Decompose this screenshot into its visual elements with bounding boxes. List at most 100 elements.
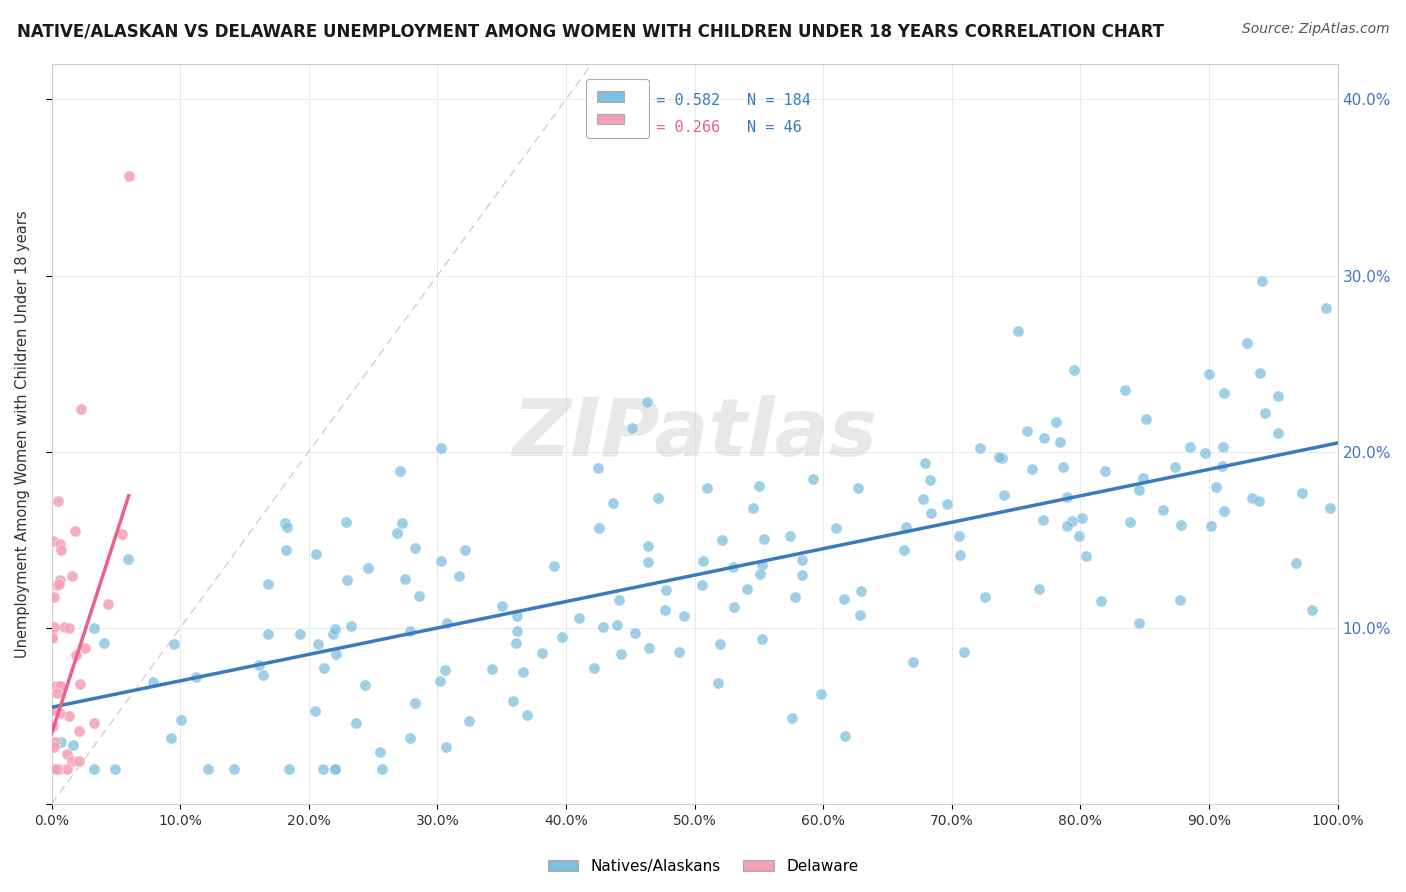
- Point: [1076, 549, 1098, 564]
- Point: [592, 620, 614, 634]
- Point: [408, 589, 430, 603]
- Point: [1254, 406, 1277, 420]
- Point: [389, 464, 412, 478]
- Point: [370, 762, 392, 776]
- Text: ZIPatlas: ZIPatlas: [512, 395, 877, 473]
- Point: [65, 648, 87, 663]
- Point: [111, 526, 134, 541]
- Point: [307, 637, 329, 651]
- Point: [1180, 441, 1202, 455]
- Point: [920, 473, 942, 487]
- Point: [1194, 446, 1216, 460]
- Point: [93, 636, 115, 650]
- Point: [1168, 593, 1191, 607]
- Point: [252, 667, 274, 681]
- Point: [247, 657, 270, 672]
- Point: [1291, 486, 1313, 500]
- Point: [749, 566, 772, 581]
- Point: [690, 577, 713, 591]
- Point: [49, 537, 72, 551]
- Point: [97, 597, 120, 611]
- Point: [1240, 491, 1263, 505]
- Point: [1267, 425, 1289, 440]
- Point: [53, 620, 76, 634]
- Point: [436, 616, 458, 631]
- Point: [449, 569, 471, 583]
- Point: [550, 630, 572, 644]
- Point: [637, 641, 659, 656]
- Point: [1267, 389, 1289, 403]
- Point: [42, 740, 65, 755]
- Point: [516, 707, 538, 722]
- Point: [849, 584, 872, 599]
- Text: N = 184: N = 184: [748, 93, 811, 108]
- Point: [825, 521, 848, 535]
- Point: [723, 600, 745, 615]
- Point: [257, 577, 280, 591]
- Point: [1164, 460, 1187, 475]
- Point: [636, 395, 658, 409]
- Point: [1032, 513, 1054, 527]
- Point: [48, 577, 70, 591]
- Point: [42, 590, 65, 604]
- Point: [588, 521, 610, 535]
- Point: [1212, 386, 1234, 401]
- Point: [948, 549, 970, 563]
- Point: [894, 520, 917, 534]
- Point: [340, 618, 363, 632]
- Point: [1135, 411, 1157, 425]
- Point: [914, 457, 936, 471]
- Point: [160, 731, 183, 746]
- Point: [118, 169, 141, 183]
- Point: [834, 729, 856, 743]
- Point: [752, 532, 775, 546]
- Point: [792, 568, 814, 582]
- Point: [709, 637, 731, 651]
- Point: [62, 738, 84, 752]
- Point: [672, 608, 695, 623]
- Point: [41, 762, 63, 776]
- Point: [1028, 582, 1050, 597]
- Point: [117, 552, 139, 566]
- Point: [990, 451, 1012, 466]
- Point: [832, 591, 855, 606]
- Text: R = 0.266: R = 0.266: [638, 120, 720, 136]
- Point: [1071, 511, 1094, 525]
- Point: [920, 506, 942, 520]
- Point: [1056, 519, 1078, 533]
- Point: [391, 516, 413, 530]
- Point: [44, 762, 66, 776]
- Point: [568, 611, 591, 625]
- Point: [707, 675, 730, 690]
- Point: [1212, 440, 1234, 454]
- Point: [58, 621, 80, 635]
- Point: [344, 716, 367, 731]
- Point: [654, 603, 676, 617]
- Text: N = 46: N = 46: [748, 120, 803, 136]
- Point: [993, 488, 1015, 502]
- Point: [602, 496, 624, 510]
- Point: [41, 762, 63, 776]
- Point: [276, 542, 298, 557]
- Point: [67, 723, 90, 738]
- Point: [1132, 471, 1154, 485]
- Point: [1319, 500, 1341, 515]
- Point: [42, 534, 65, 549]
- Point: [491, 599, 513, 613]
- Point: [354, 678, 377, 692]
- Point: [893, 542, 915, 557]
- Point: [1049, 435, 1071, 450]
- Point: [304, 704, 326, 718]
- Point: [655, 582, 678, 597]
- Point: [502, 694, 524, 708]
- Point: [481, 662, 503, 676]
- Point: [398, 731, 420, 746]
- Point: [222, 762, 245, 776]
- Point: [323, 622, 346, 636]
- Point: [582, 661, 605, 675]
- Point: [692, 554, 714, 568]
- Point: [60, 755, 83, 769]
- Point: [512, 665, 534, 679]
- Point: [1056, 490, 1078, 504]
- Point: [458, 714, 481, 728]
